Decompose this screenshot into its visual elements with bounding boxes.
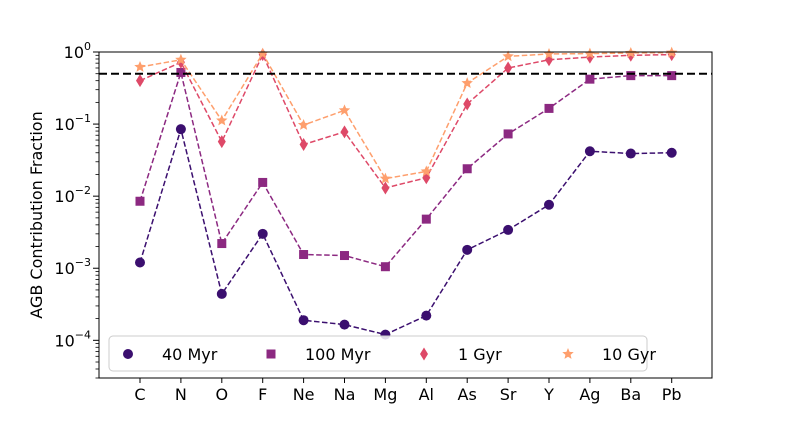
y-tick-exponent: −1 <box>75 112 91 125</box>
data-point-40-myr-o <box>216 288 227 299</box>
data-point-100-myr-al <box>421 214 431 224</box>
data-point-10-gyr-as <box>461 77 473 88</box>
x-axis: C N O F Ne Na Mg Al As Sr Y Ag Ba Pb <box>134 378 682 404</box>
series-line-40-myr <box>139 126 672 336</box>
data-point-10-gyr-f <box>256 47 269 59</box>
legend-marker-10-gyr <box>562 348 574 359</box>
data-point-100-myr-o <box>217 239 227 249</box>
data-point-100-myr-n <box>176 67 186 77</box>
y-axis-label: AGB Contribution Fraction <box>27 111 46 318</box>
data-point-100-myr-y <box>544 103 554 113</box>
data-point-10-gyr-na <box>338 104 351 116</box>
series-10-gyr <box>134 46 678 184</box>
data-point-100-myr-f <box>258 177 268 187</box>
y-tick-exponent: −4 <box>75 328 91 341</box>
data-point-100-myr-ne <box>299 250 309 260</box>
x-tick-label-n: N <box>175 385 187 404</box>
legend-marker-1-gyr <box>420 347 428 361</box>
data-point-1-gyr-mg <box>381 181 390 195</box>
data-point-10-gyr-c <box>134 60 146 72</box>
data-point-10-gyr-o <box>216 114 228 126</box>
legend-label-100-myr: 100 Myr <box>305 345 371 364</box>
data-point-40-myr-na <box>339 319 350 330</box>
x-tick-label-ba: Ba <box>620 385 641 404</box>
data-point-40-myr-y <box>544 199 554 210</box>
legend-marker-100-myr <box>266 349 276 359</box>
data-point-10-gyr-ag <box>584 47 596 59</box>
data-point-10-gyr-mg <box>379 172 392 184</box>
series-100-myr <box>135 67 677 272</box>
x-tick-label-as: As <box>458 385 477 404</box>
legend-label-10-gyr: 10 Gyr <box>602 345 656 364</box>
legend-marker-40-myr <box>123 349 133 359</box>
data-point-1-gyr-o <box>217 135 226 149</box>
series-layer <box>134 46 678 340</box>
data-point-100-myr-ag <box>585 74 595 84</box>
data-point-1-gyr-ne <box>299 138 308 152</box>
data-point-1-gyr-sr <box>504 61 513 75</box>
series-40-myr <box>135 124 677 340</box>
x-tick-label-c: C <box>134 385 145 404</box>
data-point-40-myr-f <box>257 228 268 239</box>
x-tick-label-sr: Sr <box>500 385 517 404</box>
data-point-40-myr-as <box>462 244 473 255</box>
data-point-10-gyr-n <box>175 53 187 65</box>
data-point-40-myr-ag <box>584 146 595 157</box>
data-point-1-gyr-c <box>136 74 144 88</box>
data-point-100-myr-c <box>135 196 145 206</box>
data-point-40-myr-pb <box>666 147 677 158</box>
data-point-10-gyr-al <box>420 165 433 177</box>
plot-area <box>99 52 712 378</box>
x-tick-label-f: F <box>258 385 267 404</box>
data-point-40-myr-sr <box>503 224 514 235</box>
data-point-100-myr-na <box>340 251 349 261</box>
x-tick-label-na: Na <box>334 385 356 404</box>
y-tick-label: 10−1 <box>54 112 91 134</box>
y-tick-label: 10−3 <box>54 256 91 278</box>
legend-label-1-gyr: 1 Gyr <box>458 345 502 364</box>
data-point-1-gyr-na <box>340 125 349 139</box>
data-point-40-myr-c <box>135 257 145 268</box>
x-tick-label-pb: Pb <box>662 385 682 404</box>
data-point-100-myr-pb <box>667 71 677 81</box>
data-point-10-gyr-sr <box>502 50 514 62</box>
x-tick-label-ag: Ag <box>579 385 600 404</box>
data-point-100-myr-ba <box>626 71 636 81</box>
y-tick-label: 100 <box>64 40 91 62</box>
series-line-100-myr <box>139 69 672 268</box>
series-line-1-gyr <box>139 52 672 189</box>
data-point-100-myr-mg <box>380 262 390 272</box>
x-tick-label-y: Y <box>543 385 554 404</box>
y-tick-exponent: −3 <box>75 256 91 269</box>
x-tick-label-mg: Mg <box>373 385 397 404</box>
data-point-40-myr-al <box>421 310 432 321</box>
data-point-10-gyr-ne <box>297 119 310 130</box>
data-point-100-myr-as <box>462 164 472 174</box>
data-point-1-gyr-as <box>463 97 472 111</box>
legend-label-40-myr: 40 Myr <box>162 345 218 364</box>
x-tick-label-o: O <box>216 385 229 404</box>
y-tick-label: 10−2 <box>54 184 91 206</box>
data-point-40-myr-n <box>175 124 186 135</box>
data-point-100-myr-sr <box>503 129 513 139</box>
legend-box <box>108 335 648 372</box>
legend-items: 40 Myr 100 Myr 1 Gyr 10 Gyr <box>123 345 656 364</box>
series-line-10-gyr <box>139 51 672 180</box>
y-tick-exponent: 0 <box>84 40 91 53</box>
legend: 40 Myr 100 Myr 1 Gyr 10 Gyr <box>108 335 656 372</box>
x-tick-label-ne: Ne <box>293 385 315 404</box>
plot-frame <box>98 51 713 379</box>
y-tick-label: 10−4 <box>54 328 91 350</box>
data-point-10-gyr-y <box>543 47 555 59</box>
x-tick-label-al: Al <box>419 385 434 404</box>
y-axis: 10−4 10−3 10−2 10−1 100 <box>54 40 99 379</box>
y-tick-exponent: −2 <box>75 184 91 197</box>
data-point-40-myr-ne <box>298 315 309 326</box>
data-point-40-myr-ba <box>625 148 636 159</box>
